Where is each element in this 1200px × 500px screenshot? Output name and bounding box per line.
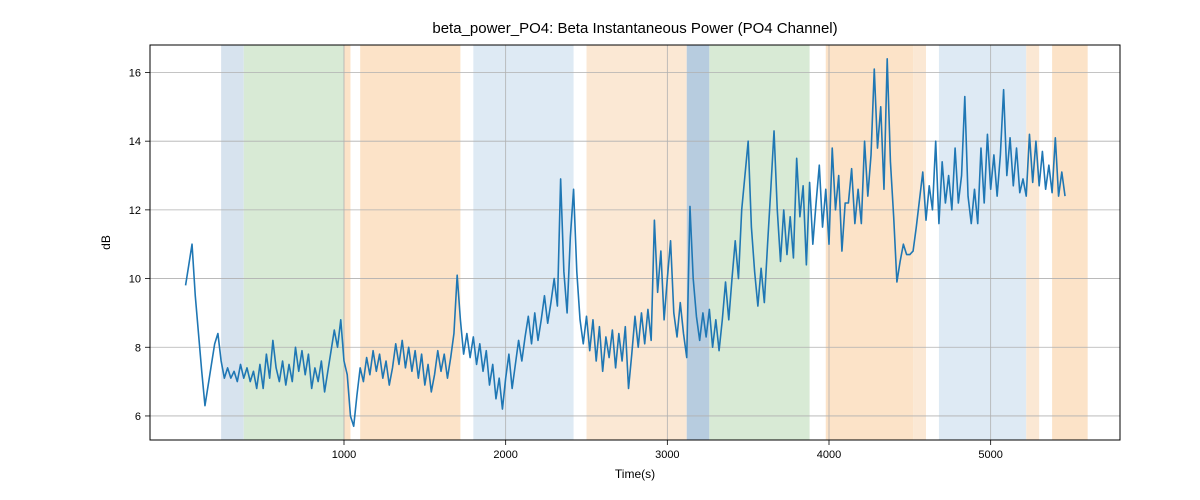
band (687, 45, 710, 440)
x-tick-label: 3000 (655, 449, 679, 461)
y-tick-label: 12 (129, 205, 141, 217)
x-tick-label: 1000 (332, 449, 356, 461)
band (826, 45, 913, 440)
band (360, 45, 460, 440)
y-tick-label: 6 (135, 411, 141, 423)
y-tick-label: 8 (135, 342, 141, 354)
y-axis-label: dB (99, 235, 113, 250)
band (1026, 45, 1039, 440)
x-axis-label: Time(s) (615, 467, 655, 481)
beta-power-chart: 1000 2000 3000 4000 5000 6 8 10 12 14 16 Time(s) dB b… (0, 0, 1200, 500)
band (244, 45, 344, 440)
x-tick-label: 2000 (493, 449, 517, 461)
x-tick-label: 4000 (817, 449, 841, 461)
band (939, 45, 1026, 440)
y-tick-label: 14 (129, 136, 141, 148)
y-tick-label: 10 (129, 274, 141, 286)
band (587, 45, 687, 440)
x-tick-label: 5000 (978, 449, 1002, 461)
band (221, 45, 244, 440)
chart-title: beta_power_PO4: Beta Instantaneous Power… (432, 20, 837, 37)
band (1052, 45, 1088, 440)
y-tick-label: 16 (129, 67, 141, 79)
